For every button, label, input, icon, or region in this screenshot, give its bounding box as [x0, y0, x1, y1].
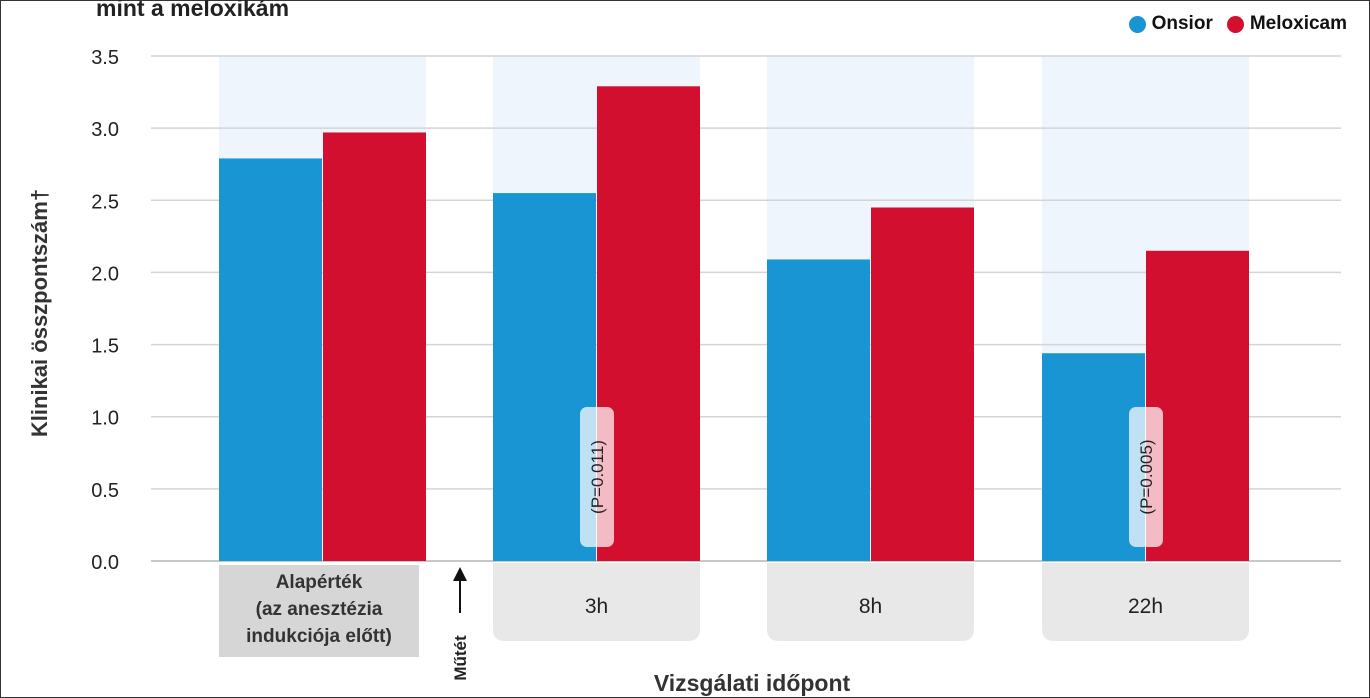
y-tick-label: 2.5 — [91, 191, 119, 213]
p-value-box-0 — [580, 407, 614, 547]
x-category-label: indukciója előtt) — [246, 626, 392, 647]
y-tick-label: 0.0 — [91, 552, 119, 574]
bar-meloxicam-1 — [597, 86, 700, 562]
y-tick-label: 2.0 — [91, 263, 119, 285]
p-value-box-1 — [1129, 407, 1163, 547]
x-category-label: 3h — [585, 595, 608, 618]
x-axis-title: Vizsgálati időpont — [654, 670, 851, 696]
y-tick-label: 3.0 — [91, 119, 119, 141]
y-tick-label: 1.5 — [91, 336, 119, 358]
y-tick-label: 1.0 — [91, 408, 119, 430]
x-category-label: 8h — [859, 595, 882, 618]
bar-meloxicam-3 — [1146, 250, 1249, 562]
p-value-label: (P=0.005) — [1137, 439, 1156, 514]
y-axis-title: Klinikai összpontszám† — [27, 189, 52, 437]
x-category-label: Alapérték — [276, 572, 363, 593]
legend: Onsior Meloxicam — [1128, 13, 1347, 35]
legend-item-onsior: Onsior — [1128, 13, 1213, 35]
category-box-2 — [767, 563, 974, 641]
surgery-arrow-icon — [453, 567, 467, 581]
x-category-label: 22h — [1128, 595, 1163, 618]
surgery-marker-label: Műtét — [451, 635, 470, 681]
category-box-0 — [219, 565, 419, 657]
bar-onsior-0 — [219, 158, 322, 561]
bar-onsior-3 — [1042, 353, 1145, 561]
bar-onsior-2 — [767, 259, 870, 561]
legend-item-meloxicam: Meloxicam — [1226, 13, 1347, 35]
y-tick-label: 3.5 — [91, 47, 119, 69]
legend-swatch-onsior — [1128, 15, 1146, 33]
legend-label-onsior: Onsior — [1151, 13, 1213, 34]
x-category-label: (az anesztézia — [256, 599, 383, 620]
bar-onsior-1 — [493, 193, 596, 562]
category-box-1 — [493, 563, 700, 641]
chart-title: mint a meloxikám — [96, 0, 290, 21]
y-tick-label: 0.5 — [91, 480, 119, 502]
p-value-label: (P=0.011) — [588, 440, 607, 514]
legend-label-meloxicam: Meloxicam — [1249, 13, 1347, 34]
legend-swatch-meloxicam — [1226, 15, 1244, 33]
category-box-3 — [1042, 563, 1249, 641]
bar-meloxicam-2 — [871, 207, 974, 561]
bar-meloxicam-0 — [323, 132, 426, 561]
